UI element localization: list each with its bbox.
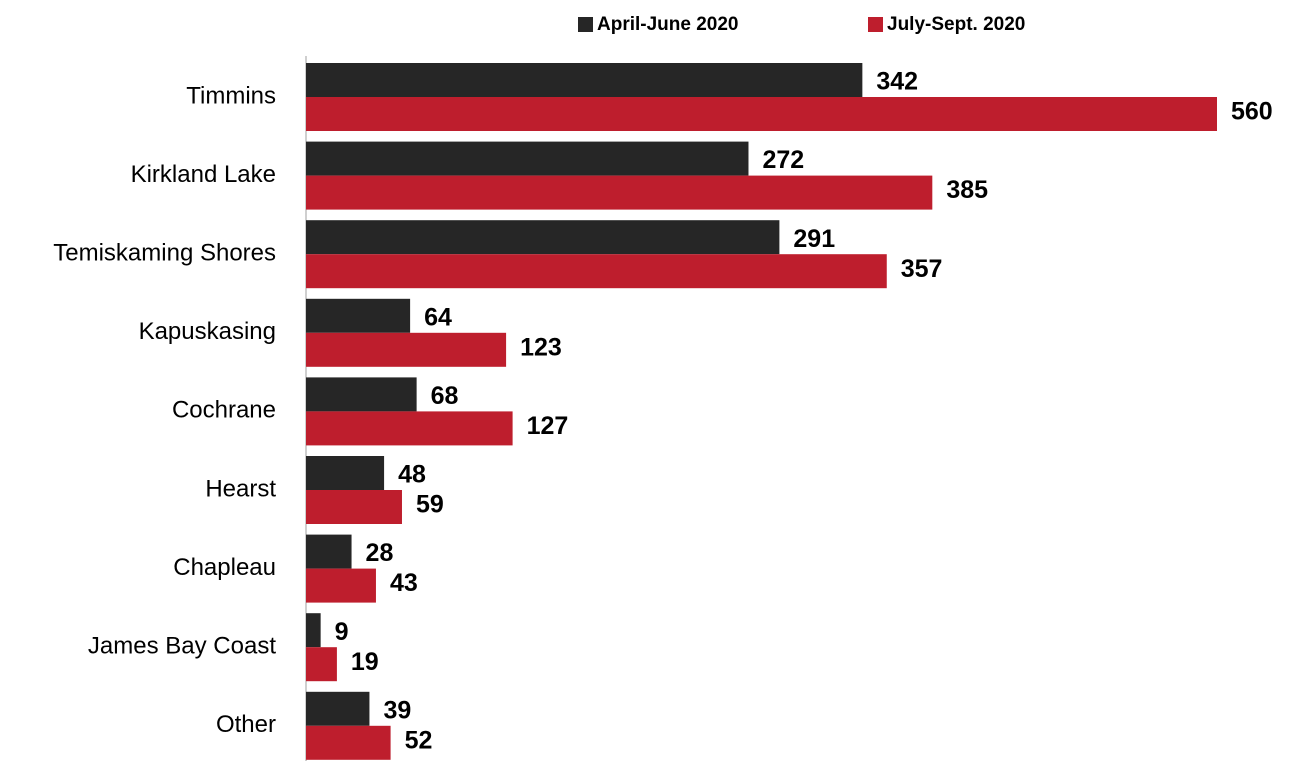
value-label: 342	[876, 68, 918, 96]
value-label: 59	[416, 491, 444, 519]
value-label: 127	[527, 412, 569, 440]
legend-label: July-Sept. 2020	[887, 14, 1025, 35]
legend-label: April-June 2020	[597, 14, 739, 35]
value-label: 291	[793, 225, 835, 253]
bar	[306, 97, 1217, 131]
bar	[306, 647, 337, 681]
legend-swatch	[868, 17, 883, 32]
legend-swatch	[578, 17, 593, 32]
category-label: Timmins	[186, 82, 276, 109]
bar	[306, 490, 402, 524]
bar	[306, 63, 862, 97]
category-label: Other	[216, 711, 276, 738]
value-label: 52	[405, 726, 433, 754]
bar	[306, 176, 932, 210]
value-label: 123	[520, 333, 562, 361]
bar	[306, 377, 417, 411]
bar	[306, 220, 779, 254]
value-label: 64	[424, 303, 452, 331]
value-label: 28	[366, 539, 394, 567]
bar	[306, 692, 369, 726]
bar	[306, 613, 321, 647]
value-label: 19	[351, 648, 379, 676]
bar	[306, 456, 384, 490]
bar	[306, 411, 513, 445]
value-label: 43	[390, 569, 418, 597]
value-label: 560	[1231, 98, 1273, 126]
category-label: Hearst	[205, 475, 276, 502]
category-label: Kirkland Lake	[131, 161, 276, 188]
bar	[306, 299, 410, 333]
value-label: 68	[431, 382, 459, 410]
value-label: 48	[398, 461, 426, 489]
category-label: James Bay Coast	[88, 633, 276, 660]
category-label: Kapuskasing	[139, 318, 276, 345]
value-label: 272	[762, 146, 804, 174]
value-label: 357	[901, 255, 943, 283]
value-label: 385	[946, 176, 988, 204]
bar	[306, 726, 391, 760]
bar	[306, 254, 887, 288]
category-label: Temiskaming Shores	[53, 240, 276, 267]
bar	[306, 569, 376, 603]
bar	[306, 142, 748, 176]
value-label: 39	[383, 696, 411, 724]
bar	[306, 535, 352, 569]
category-label: Chapleau	[173, 554, 276, 581]
bar	[306, 333, 506, 367]
category-label: Cochrane	[172, 397, 276, 424]
value-label: 9	[335, 618, 349, 646]
chart: April-June 2020 July-Sept. 2020 Timmins 342…	[0, 0, 1290, 761]
